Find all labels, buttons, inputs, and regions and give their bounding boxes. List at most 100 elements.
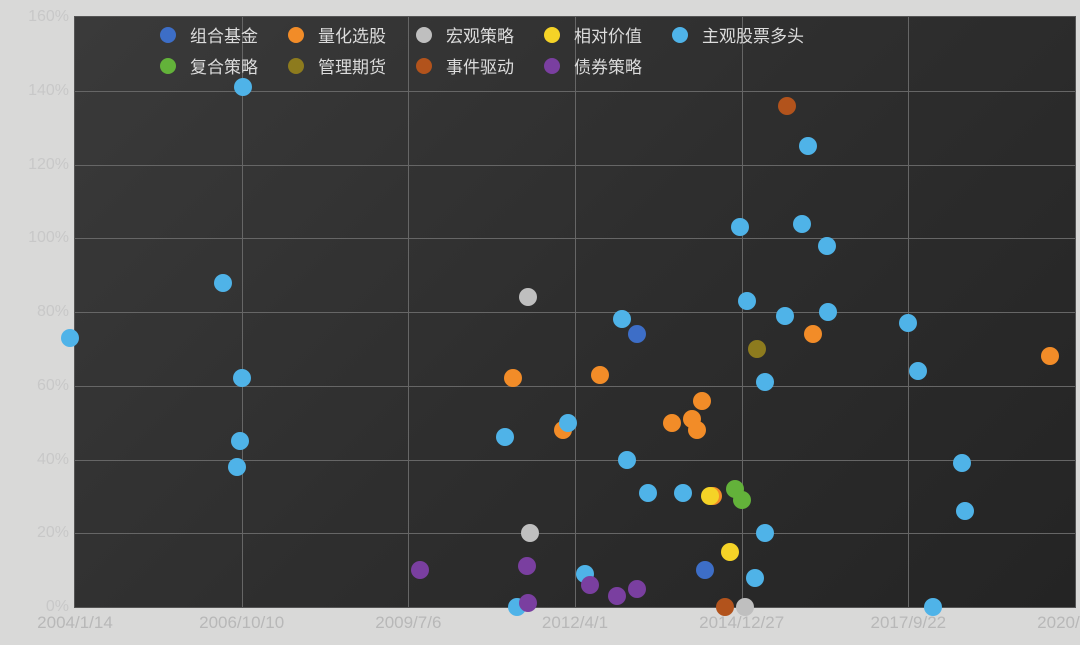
y-axis-tick: 80% bbox=[37, 303, 69, 321]
data-point-long_equity[interactable] bbox=[756, 373, 774, 391]
x-axis-tick: 2020/6/18 bbox=[1037, 613, 1080, 633]
data-point-long_equity[interactable] bbox=[233, 369, 251, 387]
legend-label: 量化选股 bbox=[318, 22, 386, 47]
data-point-combo_fund[interactable] bbox=[628, 325, 646, 343]
legend-item-managed_fut[interactable]: 管理期货 bbox=[288, 53, 386, 78]
legend-dot-icon bbox=[288, 58, 304, 74]
y-axis-tick: 120% bbox=[28, 156, 69, 174]
data-point-long_equity[interactable] bbox=[924, 598, 942, 616]
data-point-combo_fund[interactable] bbox=[696, 561, 714, 579]
y-axis-tick: 100% bbox=[28, 229, 69, 247]
data-point-long_equity[interactable] bbox=[228, 458, 246, 476]
gridline-v bbox=[242, 17, 243, 607]
x-axis-tick: 2006/10/10 bbox=[199, 613, 284, 633]
y-axis-tick: 60% bbox=[37, 377, 69, 395]
legend-item-quant_stock[interactable]: 量化选股 bbox=[288, 22, 386, 47]
legend-item-event_driven[interactable]: 事件驱动 bbox=[416, 53, 514, 78]
data-point-quant_stock[interactable] bbox=[1041, 347, 1059, 365]
gridline-v bbox=[575, 17, 576, 607]
legend-label: 相对价值 bbox=[574, 22, 642, 47]
data-point-long_equity[interactable] bbox=[818, 237, 836, 255]
y-axis-tick: 160% bbox=[28, 8, 69, 26]
legend-dot-icon bbox=[288, 27, 304, 43]
data-point-long_equity[interactable] bbox=[909, 362, 927, 380]
data-point-bond[interactable] bbox=[628, 580, 646, 598]
x-axis-tick: 2014/12/27 bbox=[699, 613, 784, 633]
data-point-macro[interactable] bbox=[736, 598, 754, 616]
data-point-long_equity[interactable] bbox=[746, 569, 764, 587]
legend-label: 组合基金 bbox=[190, 22, 258, 47]
data-point-quant_stock[interactable] bbox=[504, 369, 522, 387]
legend: 组合基金 量化选股 宏观策略 相对价值 主观股票多头复合策略 管理期货 事件驱动 债券策略 bbox=[160, 22, 920, 78]
data-point-long_equity[interactable] bbox=[953, 454, 971, 472]
legend-label: 复合策略 bbox=[190, 53, 258, 78]
data-point-long_equity[interactable] bbox=[214, 274, 232, 292]
legend-dot-icon bbox=[416, 58, 432, 74]
data-point-macro[interactable] bbox=[519, 288, 537, 306]
legend-item-combo_fund[interactable]: 组合基金 bbox=[160, 22, 258, 47]
legend-label: 管理期货 bbox=[318, 53, 386, 78]
data-point-rel_value[interactable] bbox=[721, 543, 739, 561]
data-point-long_equity[interactable] bbox=[793, 215, 811, 233]
data-point-long_equity[interactable] bbox=[799, 137, 817, 155]
legend-dot-icon bbox=[544, 58, 560, 74]
data-point-bond[interactable] bbox=[581, 576, 599, 594]
legend-dot-icon bbox=[416, 27, 432, 43]
data-point-long_equity[interactable] bbox=[613, 310, 631, 328]
data-point-long_equity[interactable] bbox=[234, 78, 252, 96]
data-point-rel_value[interactable] bbox=[701, 487, 719, 505]
data-point-long_equity[interactable] bbox=[731, 218, 749, 236]
chart-root: 0%20%40%60%80%100%120%140%160%2004/1/142… bbox=[0, 0, 1080, 645]
legend-dot-icon bbox=[672, 27, 688, 43]
data-point-long_equity[interactable] bbox=[819, 303, 837, 321]
data-point-bond[interactable] bbox=[519, 594, 537, 612]
data-point-quant_stock[interactable] bbox=[591, 366, 609, 384]
data-point-long_equity[interactable] bbox=[496, 428, 514, 446]
x-axis-tick: 2009/7/6 bbox=[375, 613, 441, 633]
plot-area: 0%20%40%60%80%100%120%140%160%2004/1/142… bbox=[74, 16, 1076, 608]
legend-label: 债券策略 bbox=[574, 53, 642, 78]
data-point-long_equity[interactable] bbox=[618, 451, 636, 469]
data-point-composite[interactable] bbox=[733, 491, 751, 509]
gridline-v bbox=[408, 17, 409, 607]
data-point-quant_stock[interactable] bbox=[688, 421, 706, 439]
legend-item-bond[interactable]: 债券策略 bbox=[544, 53, 642, 78]
data-point-long_equity[interactable] bbox=[899, 314, 917, 332]
data-point-long_equity[interactable] bbox=[956, 502, 974, 520]
data-point-quant_stock[interactable] bbox=[693, 392, 711, 410]
gridline-v bbox=[908, 17, 909, 607]
data-point-long_equity[interactable] bbox=[231, 432, 249, 450]
data-point-long_equity[interactable] bbox=[639, 484, 657, 502]
x-axis-tick: 2012/4/1 bbox=[542, 613, 608, 633]
data-point-long_equity[interactable] bbox=[776, 307, 794, 325]
legend-label: 主观股票多头 bbox=[702, 22, 804, 47]
data-point-long_equity[interactable] bbox=[738, 292, 756, 310]
legend-item-composite[interactable]: 复合策略 bbox=[160, 53, 258, 78]
data-point-macro[interactable] bbox=[521, 524, 539, 542]
data-point-bond[interactable] bbox=[518, 557, 536, 575]
data-point-event_driven[interactable] bbox=[716, 598, 734, 616]
data-point-long_equity[interactable] bbox=[674, 484, 692, 502]
data-point-bond[interactable] bbox=[608, 587, 626, 605]
legend-item-rel_value[interactable]: 相对价值 bbox=[544, 22, 642, 47]
legend-label: 事件驱动 bbox=[446, 53, 514, 78]
legend-item-long_equity[interactable]: 主观股票多头 bbox=[672, 22, 804, 47]
y-axis-tick: 40% bbox=[37, 451, 69, 469]
legend-dot-icon bbox=[160, 27, 176, 43]
x-axis-tick: 2004/1/14 bbox=[37, 613, 113, 633]
data-point-event_driven[interactable] bbox=[778, 97, 796, 115]
data-point-quant_stock[interactable] bbox=[663, 414, 681, 432]
legend-dot-icon bbox=[160, 58, 176, 74]
data-point-long_equity[interactable] bbox=[756, 524, 774, 542]
y-axis-tick: 20% bbox=[37, 524, 69, 542]
legend-item-macro[interactable]: 宏观策略 bbox=[416, 22, 514, 47]
data-point-quant_stock[interactable] bbox=[804, 325, 822, 343]
data-point-long_equity[interactable] bbox=[559, 414, 577, 432]
legend-dot-icon bbox=[544, 27, 560, 43]
data-point-long_equity[interactable] bbox=[61, 329, 79, 347]
data-point-bond[interactable] bbox=[411, 561, 429, 579]
legend-label: 宏观策略 bbox=[446, 22, 514, 47]
y-axis-tick: 140% bbox=[28, 82, 69, 100]
data-point-managed_fut[interactable] bbox=[748, 340, 766, 358]
gridline-v bbox=[742, 17, 743, 607]
